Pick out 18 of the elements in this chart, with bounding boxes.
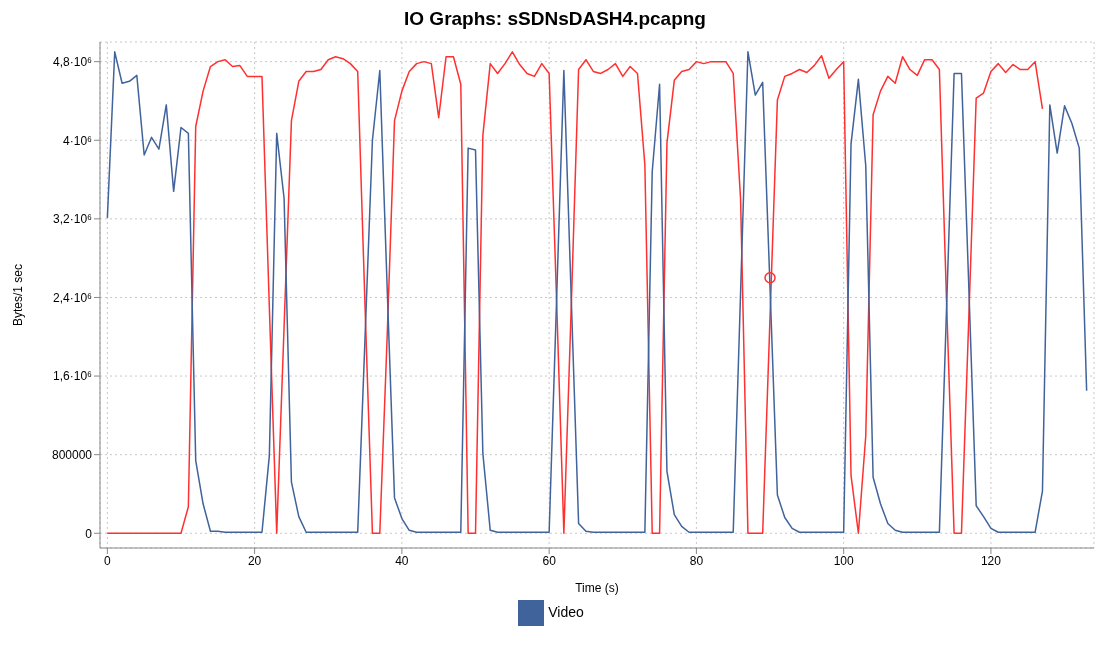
x-tick-label: 20 <box>247 553 262 568</box>
x-tick-label: 100 <box>833 553 854 568</box>
y-tick-label: 1,6·10⁶ <box>53 369 93 384</box>
y-tick-label: 3,2·10⁶ <box>53 212 93 227</box>
legend-label: Video <box>548 603 584 620</box>
chart-title: IO Graphs: sSDNsDASH4.pcapng <box>403 8 707 30</box>
y-axis-title: Bytes/1 sec <box>11 263 26 327</box>
x-tick-label: 60 <box>542 553 557 568</box>
y-tick-label: 0 <box>85 526 93 541</box>
x-tick-label: 80 <box>689 553 704 568</box>
x-axis-title: Time (s) <box>575 581 619 595</box>
y-tick-label: 800000 <box>51 447 93 462</box>
x-tick-label: 40 <box>395 553 409 568</box>
y-tick-label: 4·10⁶ <box>63 133 93 148</box>
y-tick-label: 2,4·10⁶ <box>53 290 93 305</box>
x-tick-label: 120 <box>980 553 1002 568</box>
x-tick-label: 0 <box>104 553 112 568</box>
y-tick-label: 4,8·10⁶ <box>53 54 93 69</box>
